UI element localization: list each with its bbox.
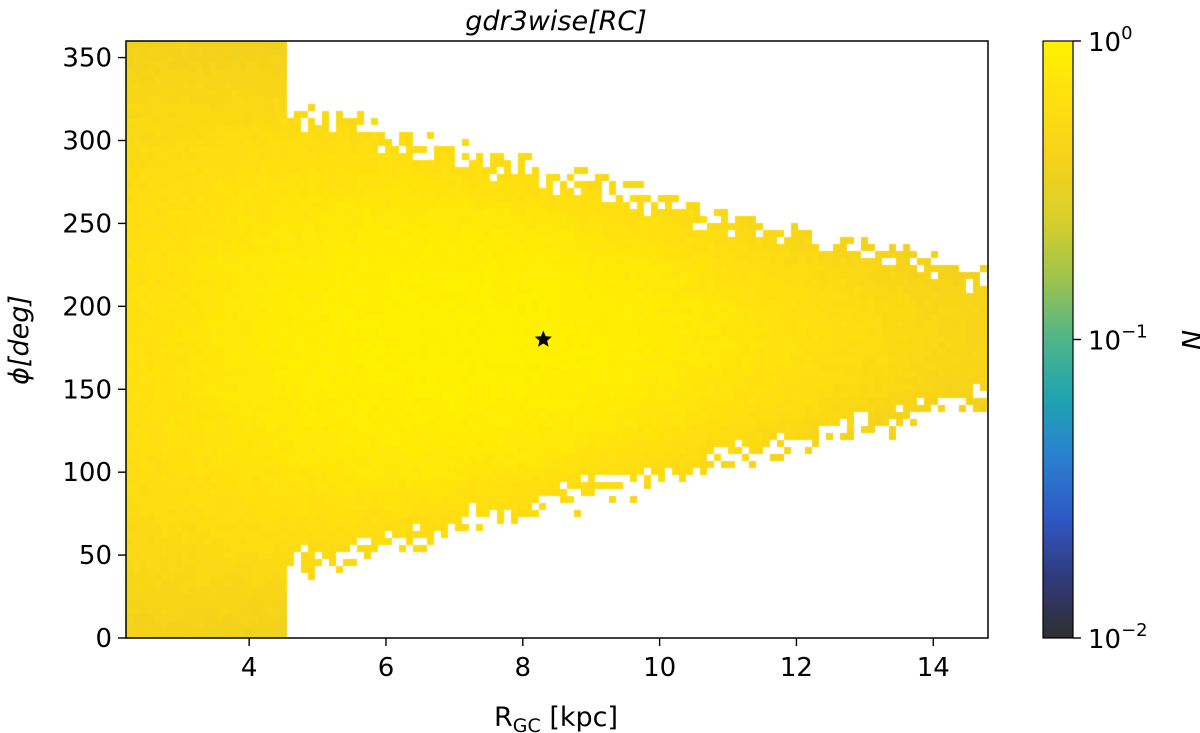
x-tick-label: 10 xyxy=(643,653,676,683)
colorbar-tick-label: 10−1 xyxy=(1088,322,1148,357)
y-tick-label: 300 xyxy=(62,127,112,157)
y-tick-label: 350 xyxy=(62,44,112,74)
plot-area xyxy=(125,40,989,639)
y-axis: 0 50 100 150 200 250 300 350 xyxy=(62,44,126,654)
x-tick-label: 4 xyxy=(241,653,258,683)
colorbar-gradient xyxy=(1042,40,1074,639)
y-tick-label: 150 xyxy=(62,375,112,405)
chart-title: gdr3wise[RC] xyxy=(465,6,647,37)
colorbar-tick-label: 10−2 xyxy=(1088,620,1148,655)
colorbar-label: N xyxy=(1175,330,1200,350)
y-tick-label: 50 xyxy=(79,541,112,571)
y-tick-label: 200 xyxy=(62,292,112,322)
sun-position-star-marker xyxy=(534,330,552,347)
y-tick-label: 100 xyxy=(62,458,112,488)
colorbar: 100 10−1 10−2 N xyxy=(1042,23,1200,655)
x-tick-label: 6 xyxy=(378,653,395,683)
y-tick-label: 250 xyxy=(62,209,112,239)
x-tick-label: 8 xyxy=(515,653,532,683)
x-axis: 4 6 8 10 12 14 xyxy=(241,638,950,683)
x-axis-label: RGC [kpc] xyxy=(494,702,618,733)
star-marker xyxy=(534,330,552,347)
x-tick-label: 12 xyxy=(780,653,813,683)
plot-frame xyxy=(125,40,989,639)
y-tick-label: 0 xyxy=(95,624,112,654)
density-heatmap xyxy=(126,41,988,638)
colorbar-ticks: 100 10−1 10−2 xyxy=(1073,23,1148,655)
y-axis-label: ϕ[deg] xyxy=(4,295,35,385)
x-tick-label: 14 xyxy=(917,653,950,683)
colorbar-tick-label: 100 xyxy=(1088,23,1133,58)
